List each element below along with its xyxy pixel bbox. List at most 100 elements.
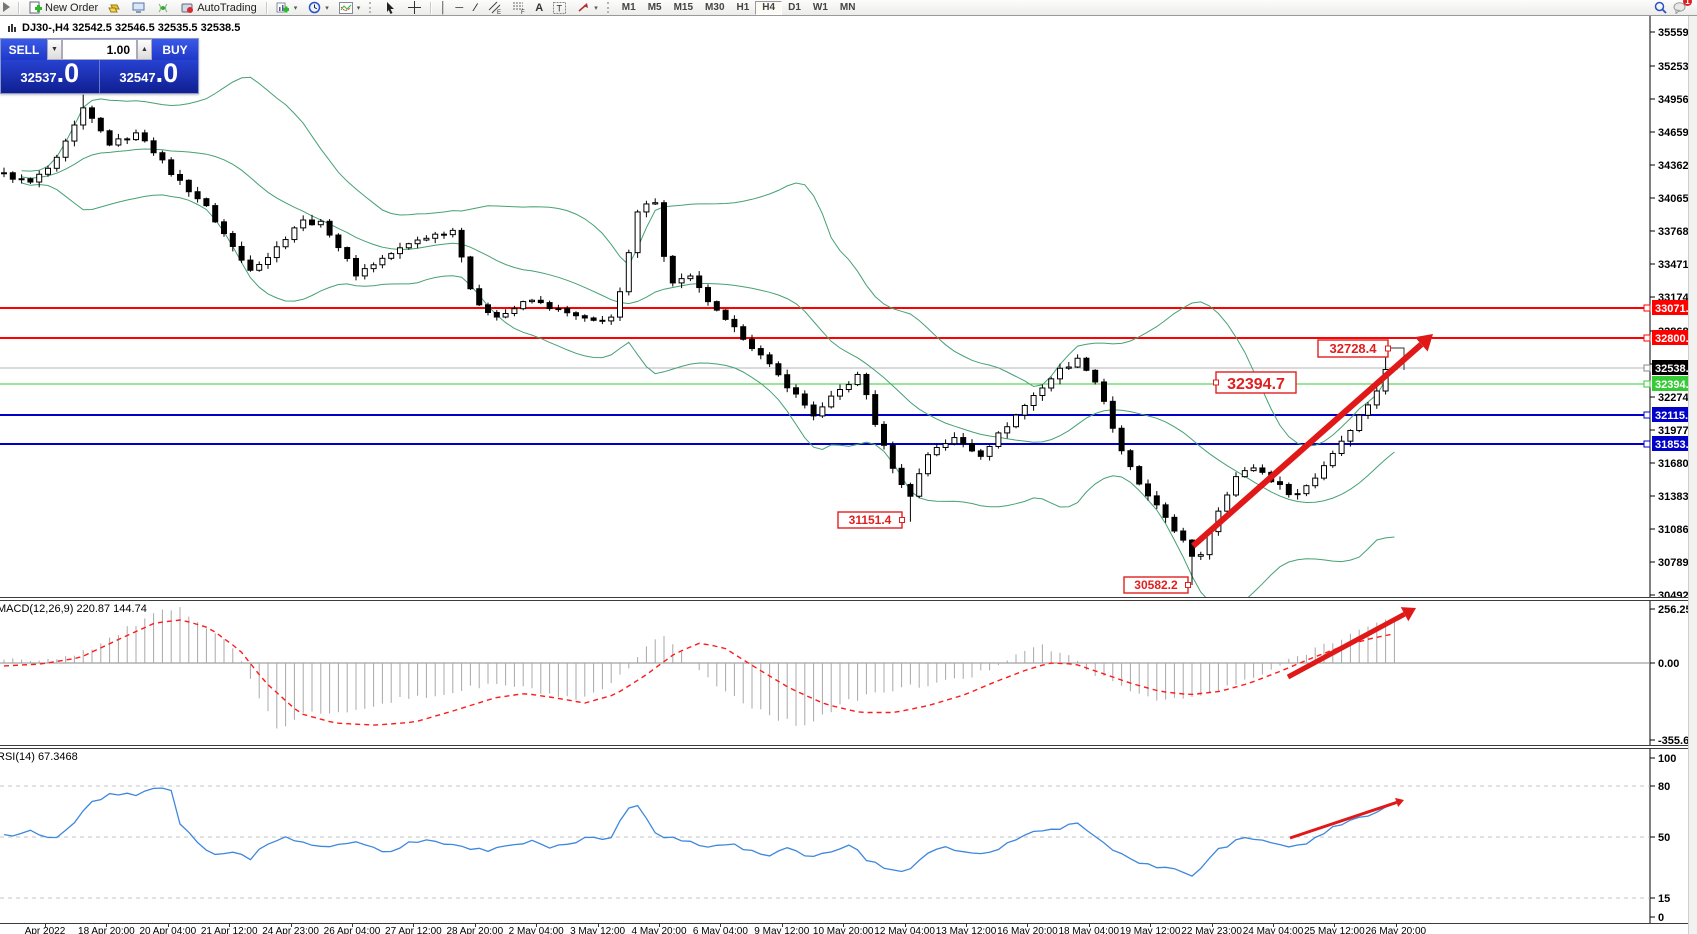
- indicators-icon: [338, 1, 353, 14]
- svg-text:31680.0: 31680.0: [1658, 458, 1689, 470]
- time-tick: [474, 924, 476, 927]
- svg-text:E: E: [497, 10, 501, 14]
- volume-input[interactable]: 1.00: [62, 39, 137, 60]
- svg-text:-355.62: -355.62: [1658, 735, 1689, 745]
- svg-text:35559.0: 35559.0: [1658, 27, 1689, 39]
- toolbar-separator: [265, 1, 267, 14]
- buy-price-big: .0: [155, 58, 179, 88]
- chat-icon[interactable]: 1: [1673, 0, 1692, 14]
- time-tick: [1273, 924, 1274, 927]
- timeframe-w1[interactable]: W1: [812, 1, 828, 13]
- time-axis-label: 9 May 12:00: [754, 926, 810, 934]
- trend-arrow[interactable]: [1191, 342, 1424, 549]
- time-axis-label: 19 May 12:00: [1119, 926, 1181, 934]
- indicators-button[interactable]: ▾: [334, 0, 366, 15]
- time-axis-label: 20 Apr 04:00: [139, 926, 197, 934]
- new-order-button[interactable]: New Order: [23, 0, 103, 15]
- time-axis[interactable]: Apr 2022 18 Apr 20:00 20 Apr 04:00 21 Apr 1…: [0, 923, 1689, 934]
- new-order-label: New Order: [45, 1, 99, 14]
- timeframe-d1[interactable]: D1: [788, 1, 801, 13]
- rsi-indicator-pane[interactable]: 100 80 50 15 0 RSI(14) 67.3468: [0, 749, 1689, 923]
- price-badge: 33071.0: [1643, 300, 1689, 315]
- buy-button[interactable]: BUY: [152, 39, 198, 60]
- time-tick: [904, 924, 906, 927]
- new-order-icon: [28, 1, 42, 14]
- fibonacci-tool-button[interactable]: F: [507, 0, 531, 15]
- time-axis-label: Apr 2022: [24, 926, 66, 934]
- volume-up-button[interactable]: ▲: [137, 39, 152, 60]
- time-tick: [720, 924, 722, 927]
- horizontal-line-tool[interactable]: ─: [455, 1, 464, 14]
- time-tick: [597, 924, 599, 927]
- macd-signal-line: [3, 619, 1395, 726]
- timeframe-h1[interactable]: H1: [736, 1, 750, 13]
- svg-text:256.25: 256.25: [1658, 604, 1689, 616]
- price-annotations[interactable]: 32728.4 32394.7 31151.4 30582.2: [837, 339, 1405, 594]
- crosshair-icon: [407, 1, 421, 14]
- timeframe-m1[interactable]: M1: [621, 1, 636, 13]
- time-axis-label: 4 May 20:00: [631, 926, 687, 934]
- toolbar-drag-handle[interactable]: [606, 2, 612, 13]
- price-badge: 32800.5: [1643, 330, 1689, 345]
- signal-button[interactable]: [151, 0, 175, 15]
- terminal-button[interactable]: [127, 0, 151, 15]
- chart-title-text: DJ30-,H4 32542.5 32546.5 32535.5 32538.5: [22, 21, 241, 34]
- time-axis-label: 2 May 04:00: [508, 926, 564, 934]
- timeframe-m30[interactable]: M30: [705, 1, 725, 13]
- market-watch-button[interactable]: [103, 0, 127, 15]
- new-chart-button[interactable]: ▾: [271, 0, 303, 15]
- macd-indicator-pane[interactable]: 256.25 0.00 -355.62 MACD(12,26,9) 220.87 14…: [0, 601, 1689, 745]
- svg-text:100: 100: [1658, 753, 1676, 765]
- timeframe-m5[interactable]: M5: [647, 1, 662, 13]
- chat-badge: 1: [1683, 0, 1692, 6]
- trend-arrow[interactable]: [1286, 611, 1406, 680]
- svg-text:33768.0: 33768.0: [1658, 226, 1689, 238]
- time-tick: [167, 924, 169, 927]
- trendline-tool[interactable]: ∕: [474, 1, 477, 14]
- new-chart-icon: [276, 1, 290, 14]
- trend-arrow[interactable]: [1289, 801, 1398, 840]
- timeframe-h4[interactable]: H4: [755, 0, 783, 15]
- autotrading-label: AutoTrading: [197, 1, 257, 14]
- svg-text:35253.0: 35253.0: [1658, 61, 1689, 73]
- price-badge: 32538.5: [1643, 360, 1689, 375]
- macd-chart: 256.25 0.00 -355.62 MACD(12,26,9) 220.87 14…: [0, 601, 1689, 745]
- svg-text:32394.7: 32394.7: [1227, 376, 1285, 393]
- sell-price-display[interactable]: 32537.0: [1, 60, 100, 93]
- price-chart-pane[interactable]: 35559.0 35253.0 34956.0 34659.0 34362.0 34065…: [0, 16, 1689, 597]
- sell-price-big: .0: [56, 58, 80, 88]
- timeframe-m15[interactable]: M15: [673, 1, 694, 13]
- crosshair-tool-button[interactable]: [402, 0, 426, 15]
- cursor-icon: [383, 1, 397, 14]
- volume-down-button[interactable]: ▼: [47, 39, 62, 60]
- channel-tool-button[interactable]: E: [483, 0, 507, 15]
- svg-text:F: F: [521, 10, 525, 14]
- buy-price-display[interactable]: 32547.0: [99, 58, 198, 93]
- label-tool-button[interactable]: T: [547, 0, 571, 15]
- candlestick-chart[interactable]: 35559.0 35253.0 34956.0 34659.0 34362.0 34065…: [0, 16, 1689, 597]
- time-tick: [1150, 924, 1152, 927]
- time-axis-label: 6 May 04:00: [692, 926, 748, 934]
- svg-text:31853.7: 31853.7: [1655, 439, 1689, 451]
- horizontal-level-lines[interactable]: [0, 307, 1650, 445]
- pane-splitter[interactable]: [0, 597, 1689, 601]
- vertical-line-tool[interactable]: │: [439, 1, 447, 14]
- periods-button[interactable]: ▾: [302, 0, 334, 15]
- toolbar-separator: [430, 1, 432, 14]
- timeframe-mn[interactable]: MN: [839, 1, 856, 13]
- arrows-tool-button[interactable]: ▾: [571, 0, 603, 15]
- sell-button[interactable]: SELL: [1, 39, 47, 60]
- autotrading-button[interactable]: AutoTrading: [175, 0, 262, 15]
- time-tick: [843, 924, 845, 927]
- bollinger-bands: [21, 76, 1395, 597]
- macd-histogram: [3, 607, 1395, 729]
- time-axis-label: 10 May 20:00: [812, 926, 874, 934]
- search-icon[interactable]: [1653, 1, 1667, 14]
- svg-text:34956.0: 34956.0: [1658, 94, 1689, 106]
- toolbar-drag-handle[interactable]: [369, 2, 374, 13]
- pane-splitter[interactable]: [0, 745, 1689, 749]
- cursor-tool-button[interactable]: [378, 0, 402, 15]
- trend-arrow-head: [1395, 797, 1404, 808]
- time-tick: [229, 924, 231, 927]
- text-tool[interactable]: A: [535, 1, 544, 14]
